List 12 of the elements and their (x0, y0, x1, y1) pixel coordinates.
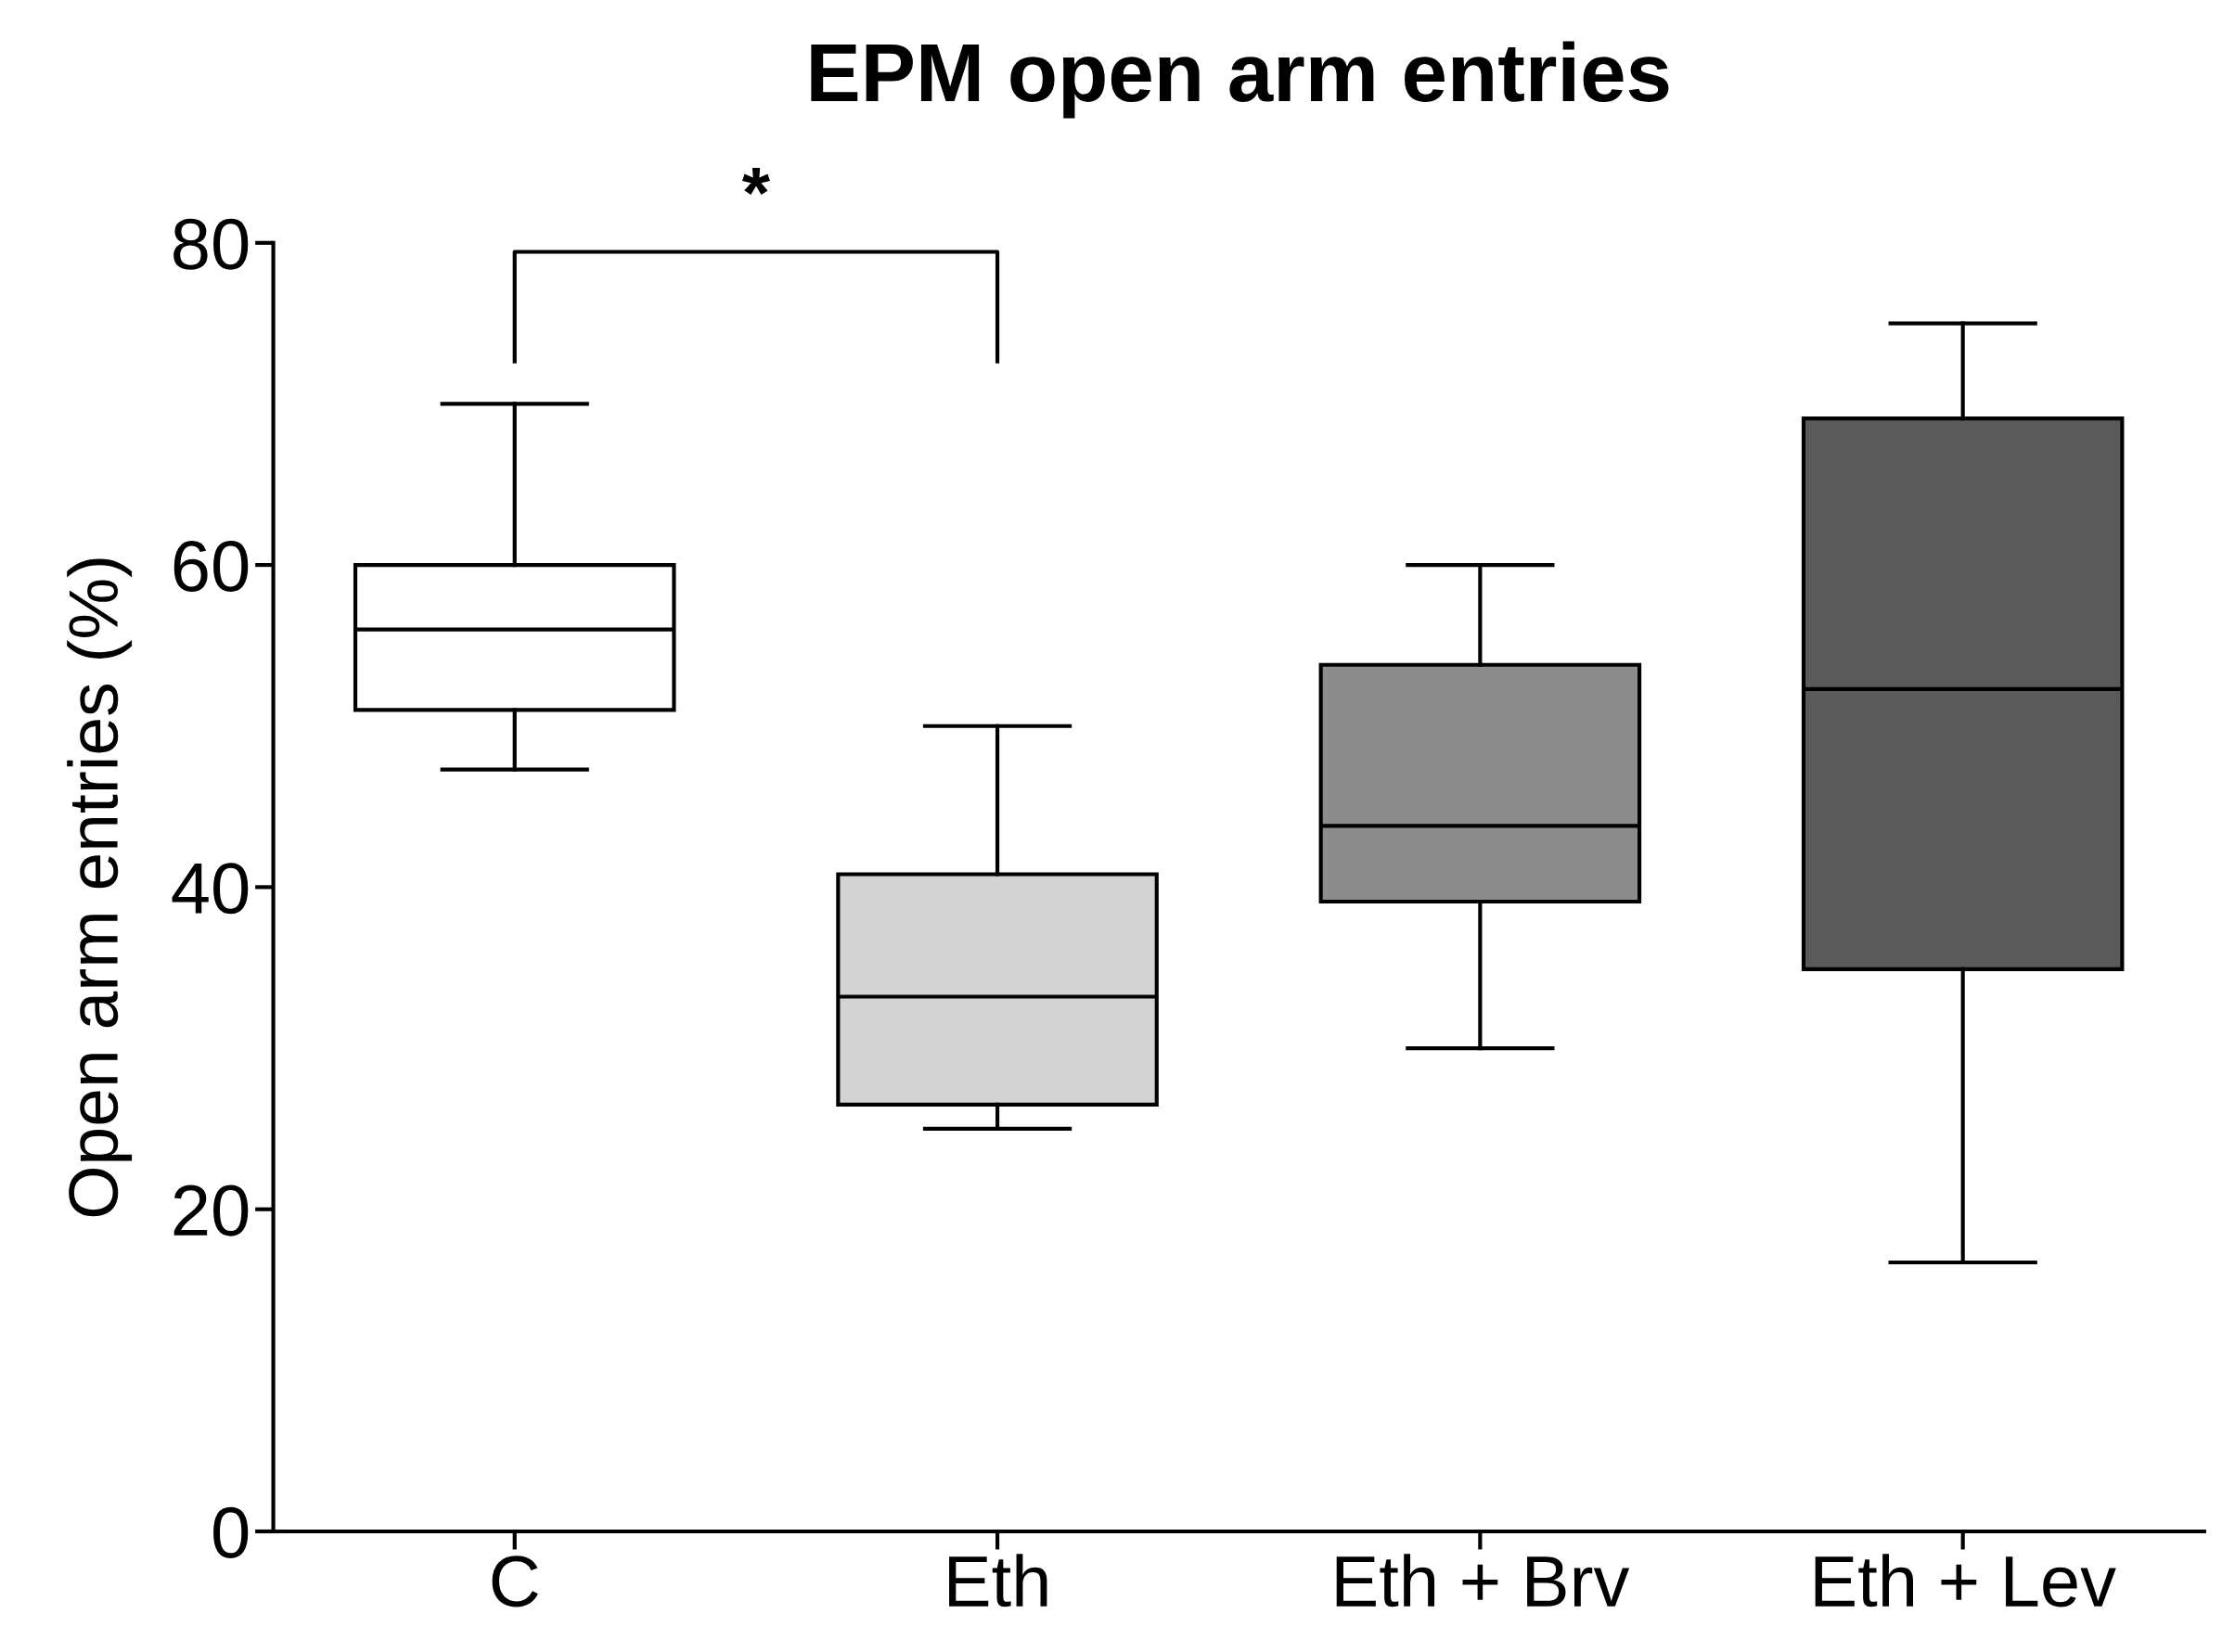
text: * (741, 168, 770, 195)
x-tick-label: C (492, 1556, 538, 1607)
y-tick-label: 20 (173, 1185, 249, 1236)
y-tick-label: 0 (213, 1506, 249, 1558)
x-tick-label: Eth + Brv (1336, 1554, 1630, 1607)
y-axis-title: Open arm entries (%) (67, 558, 133, 1217)
x-tick-label: Eth + Lev (1815, 1554, 2116, 1607)
y-tick-label: 40 (172, 863, 249, 915)
y-tick-label: 60 (173, 540, 249, 593)
x-tick-label: Eth (949, 1554, 1047, 1607)
chart-title: EPM open arm entries (811, 41, 1669, 119)
y-tick-label: 80 (173, 218, 249, 270)
